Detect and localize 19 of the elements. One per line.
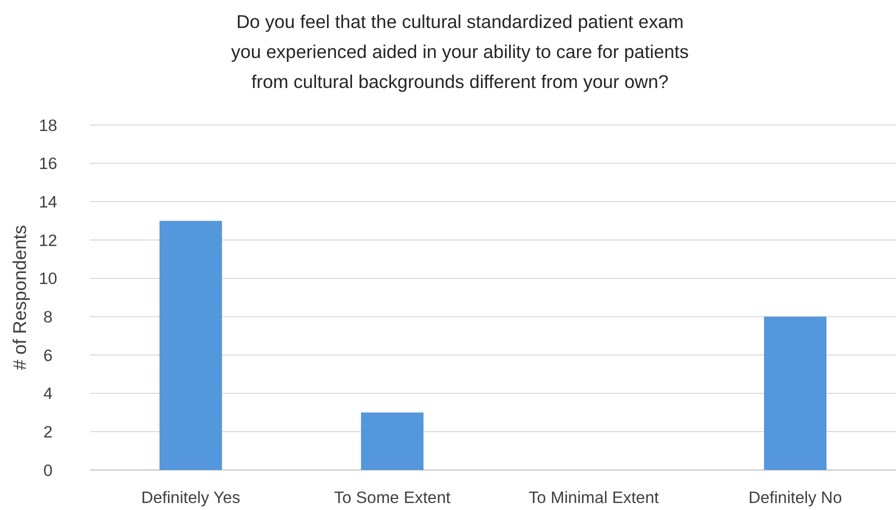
y-tick-label: 2 xyxy=(43,423,53,442)
y-tick-label: 18 xyxy=(38,116,58,135)
y-tick-label: 4 xyxy=(43,385,53,404)
x-tick-label: Definitely No xyxy=(748,489,842,507)
x-tick-label: To Minimal Extent xyxy=(528,489,660,507)
y-tick-label: 16 xyxy=(38,155,58,174)
y-tick-label: 10 xyxy=(38,270,58,288)
y-tick-label: 8 xyxy=(43,308,53,326)
bar xyxy=(160,220,222,470)
y-axis-title: # of Respondents xyxy=(9,224,30,370)
y-tick-label: 0 xyxy=(43,462,53,480)
chart-title: Do you feel that the cultural standardized patient exam you experienced aided in your ability to care for patients from cultural backgrounds different from your own? xyxy=(231,11,689,92)
bar xyxy=(361,412,424,470)
x-tick-label: Definitely Yes xyxy=(141,489,240,507)
y-tick-label: 12 xyxy=(38,232,58,250)
x-tick-label: To Some Extent xyxy=(334,489,451,507)
y-tick-label: 14 xyxy=(38,193,58,212)
bar xyxy=(764,316,826,470)
y-tick-label: 6 xyxy=(43,346,53,365)
